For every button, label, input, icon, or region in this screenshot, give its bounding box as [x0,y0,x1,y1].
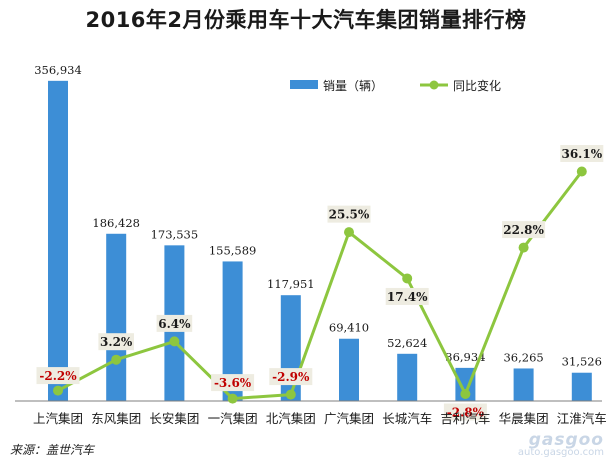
legend-label-yoy: 同比变化 [453,78,501,93]
category-label: 吉利汽车 [440,411,490,426]
line-value-label: 3.2% [100,335,133,349]
line-value-label: -2.8% [447,406,485,420]
category-label: 上汽集团 [33,411,83,426]
legend-swatch-sales [290,80,318,89]
bar-5 [280,295,301,401]
line-value-label: -2.2% [39,369,77,383]
category-label: 一汽集团 [208,411,258,426]
line-layer: -2.2% 3.2% 6.4% -3.6% -2.9% 25.5% 17.4% -2.8% 22… [36,145,604,421]
bar-9 [513,368,534,401]
line-value-label: 6.4% [158,317,191,331]
line-value-label: -2.9% [272,370,310,384]
bar-value-label: 186,428 [92,216,140,230]
line-label-box [98,333,134,351]
category-axis: 上汽集团 东风集团 长安集团 一汽集团 北汽集团 广汽集团 长城汽车 吉利汽车 华晨集团 江淮汽车 [33,411,607,426]
watermark-logo: gasgoo [528,430,604,450]
chart-title: 2016年2月份乘用车十大汽车集团销量排行榜 [85,8,527,32]
source-note: 来源：盖世汽车 [10,443,95,457]
line-label-box [211,374,255,392]
bar-value-label: 117,951 [267,277,315,291]
category-label: 广汽集团 [324,411,374,426]
line-value-label: 17.4% [387,290,428,304]
line-point-6 [344,227,354,238]
line-value-label: -3.6% [214,376,252,390]
line-label-box [156,314,193,332]
category-label: 北汽集团 [266,411,316,426]
bar-10 [571,372,592,401]
line-label-box [560,145,604,163]
watermark: gasgoo auto.gasgoo.com [518,430,604,458]
line-value-label: 36.1% [561,147,602,161]
line-point-9 [518,242,529,253]
bar-value-label: 36,934 [445,350,485,364]
line-point-3 [169,336,180,347]
category-label: 华晨集团 [499,411,549,426]
legend: 销量（辆） 同比变化 [290,78,501,93]
bar-value-label: 155,589 [209,243,257,257]
bar-value-label: 173,535 [151,227,199,241]
line-point-4 [227,393,238,404]
line-point-2 [111,354,122,365]
category-label: 江淮汽车 [557,411,607,426]
watermark-url: auto.gasgoo.com [517,447,604,458]
line-point-1 [53,385,63,396]
bar-value-label: 36,265 [503,350,543,364]
bar-8 [455,367,476,401]
bar-1 [48,80,68,401]
line-value-label: 25.5% [329,208,370,222]
line-point-8 [460,389,471,400]
bar-6 [339,338,359,401]
bar-value-label: 356,934 [34,63,82,77]
category-label: 长城汽车 [382,411,432,426]
bar-2 [106,233,127,401]
category-label: 东风集团 [91,411,141,426]
category-label: 长安集团 [149,411,199,426]
line-value-label: 22.8% [503,223,544,237]
bar-value-label: 69,410 [329,321,369,335]
line-point-10 [576,166,587,177]
line-label-box [327,205,371,223]
line-label-box [385,287,429,305]
bar-4 [222,261,243,401]
bar-7 [397,353,418,401]
yoy-change-line [57,170,583,401]
legend-marker-yoy [429,80,439,90]
line-label-box [502,221,546,239]
line-label-box [443,403,487,421]
line-point-7 [402,273,413,284]
bar-value-label: 31,526 [562,355,602,369]
line-label-box [36,367,80,385]
bar-value-label: 52,624 [387,336,427,350]
legend-label-sales: 销量（辆） [323,79,383,93]
line-point-5 [285,389,296,400]
line-label-box [269,368,313,386]
